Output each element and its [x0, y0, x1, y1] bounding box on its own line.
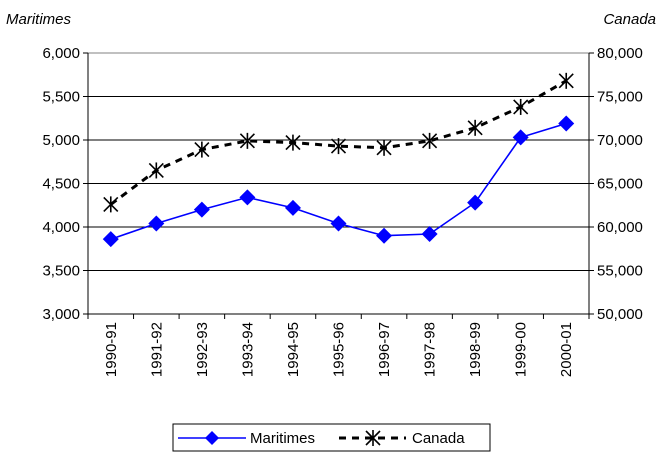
x-tick-label: 1998-99	[467, 322, 484, 377]
data-point-canada	[467, 119, 483, 136]
left-tick-label: 5,500	[42, 89, 80, 106]
right-tick-label: 55,000	[597, 263, 643, 280]
left-axis-title: Maritimes	[6, 11, 72, 28]
left-tick-label: 3,500	[42, 263, 80, 280]
right-tick-label: 50,000	[597, 306, 643, 323]
data-point-canada	[148, 162, 164, 179]
x-tick-label: 1997-98	[422, 322, 439, 377]
x-tick-label: 1993-94	[239, 322, 256, 377]
data-point-canada	[194, 141, 210, 158]
right-axis-title: Canada	[603, 11, 656, 28]
data-point-canada	[330, 138, 347, 155]
left-tick-label: 3,000	[42, 306, 80, 323]
x-tick-label: 1999-00	[513, 322, 530, 377]
axes: 3,000 3,500 4,000 4,500 5,000 5,500 6,000 50,00…	[42, 45, 642, 377]
x-tick-label: 1996-97	[376, 322, 393, 377]
data-point-maritimes	[421, 225, 438, 242]
x-tick-label: 1990-91	[103, 322, 120, 377]
legend-marker-maritimes	[205, 431, 219, 445]
right-tick-label: 75,000	[597, 89, 643, 106]
data-point-maritimes	[330, 215, 347, 232]
right-tick-label: 60,000	[597, 219, 643, 236]
right-tick-label: 65,000	[597, 176, 643, 193]
legend: Maritimes Canada	[172, 423, 491, 452]
legend-label-canada: Canada	[412, 430, 465, 447]
legend-marker-canada	[365, 430, 381, 446]
x-tick-label: 1992-93	[194, 322, 211, 377]
data-point-canada	[558, 72, 574, 89]
data-point-maritimes	[193, 201, 210, 218]
left-tick-label: 4,000	[42, 219, 80, 236]
data-point-canada	[513, 98, 529, 115]
x-tick-label: 1994-95	[285, 322, 302, 377]
data-point-canada	[422, 132, 438, 149]
data-point-maritimes	[102, 231, 119, 248]
right-tick-label: 80,000	[597, 45, 643, 62]
x-tick-label: 1991-92	[148, 322, 165, 377]
left-tick-label: 5,000	[42, 132, 80, 149]
data-point-maritimes	[148, 215, 165, 232]
data-point-canada	[376, 139, 392, 156]
right-tick-label: 70,000	[597, 132, 643, 149]
left-tick-label: 6,000	[42, 45, 80, 62]
series	[102, 72, 575, 248]
data-point-canada	[239, 132, 255, 149]
data-point-canada	[103, 196, 119, 213]
data-point-canada	[285, 134, 301, 151]
x-tick-label: 2000-01	[558, 322, 575, 377]
legend-label-maritimes: Maritimes	[250, 430, 315, 447]
data-point-maritimes	[239, 189, 256, 206]
data-point-maritimes	[467, 194, 484, 211]
data-point-maritimes	[558, 115, 575, 132]
left-tick-label: 4,500	[42, 176, 80, 193]
data-point-maritimes	[512, 129, 529, 146]
gridlines	[88, 96, 589, 271]
data-point-maritimes	[284, 199, 301, 216]
data-point-maritimes	[376, 227, 393, 244]
x-tick-label: 1995-96	[331, 322, 348, 377]
